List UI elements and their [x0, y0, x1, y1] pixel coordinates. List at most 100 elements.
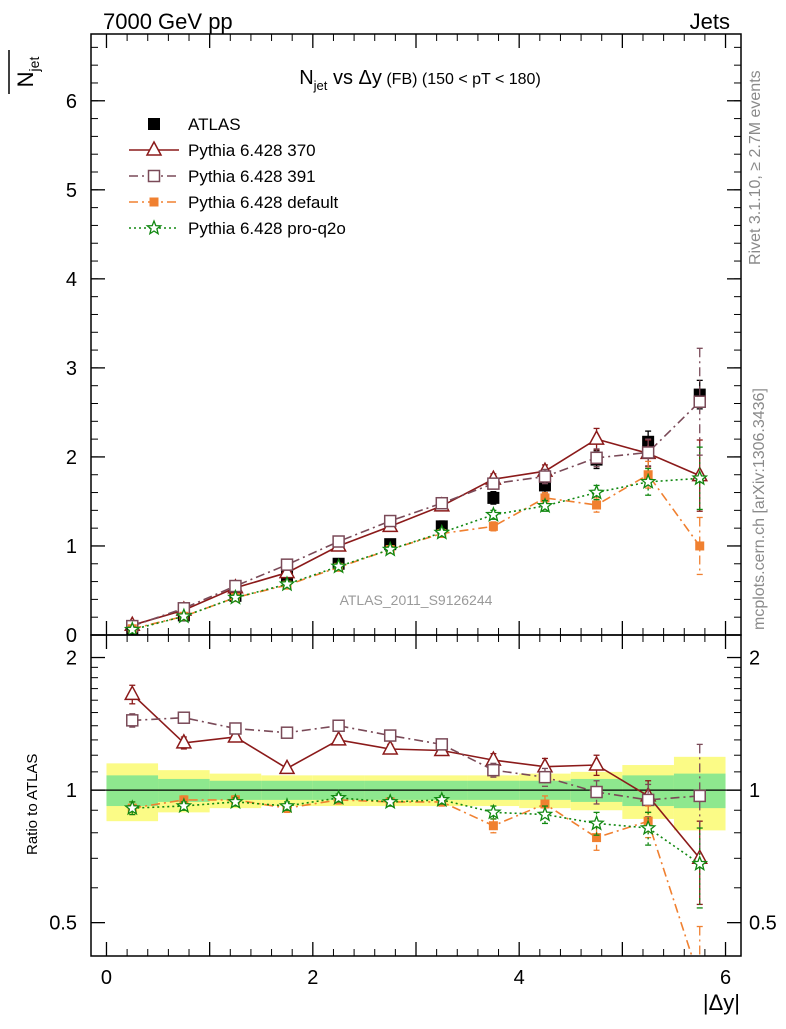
main-data-point — [536, 497, 554, 514]
main-y-tick-label: 5 — [66, 180, 77, 202]
main-data-point — [538, 470, 552, 483]
main-data-point — [592, 500, 602, 510]
ratio-y-tick-label: 2 — [66, 648, 77, 670]
ratio-data-point — [280, 726, 294, 739]
main-data-point — [278, 575, 296, 592]
legend-label: Pythia 6.428 391 — [188, 167, 316, 186]
ratio-series-line-3 — [132, 797, 701, 865]
ratio-data-point — [330, 730, 347, 746]
ratio-data-point — [639, 819, 657, 836]
main-data-point — [381, 540, 399, 557]
main-data-point — [433, 523, 451, 540]
main-data-point — [488, 521, 498, 531]
ratio-y-tick-label: 0.5 — [49, 913, 77, 935]
main-data-point — [588, 429, 605, 445]
ratio-data-point — [175, 797, 193, 814]
ratio-x-tick-label: 0 — [101, 967, 112, 989]
ratio-data-point — [124, 684, 141, 701]
main-y-tick-label: 6 — [66, 91, 77, 113]
ratio-data-point — [693, 789, 706, 803]
ratio-data-point — [227, 793, 244, 810]
ratio-series-1 — [126, 711, 706, 868]
ratio-data-point — [227, 727, 244, 743]
ratio-data-point — [487, 763, 500, 777]
ratio-data-group — [91, 684, 741, 956]
legend-label: Pythia 6.428 pro-q2o — [188, 219, 346, 238]
legend-label: Pythia 6.428 default — [188, 193, 339, 212]
legend-marker — [147, 169, 161, 183]
main-series-line-3 — [132, 473, 701, 630]
ratio-y-tick-label-right: 0.5 — [749, 913, 777, 935]
main-ylabel-sub: jet — [26, 57, 42, 73]
main-y-tick-label: 0 — [66, 625, 77, 647]
main-data-point — [280, 558, 294, 571]
main-data-point — [693, 395, 706, 408]
main-title: Njet vs Δy (FB) (150 < pT < 180) — [299, 67, 541, 93]
ratio-data-point — [381, 793, 399, 810]
ratio-data-point — [641, 793, 655, 807]
main-data-point — [484, 505, 502, 522]
main-data-point — [435, 496, 449, 510]
main-data-point — [383, 514, 397, 528]
main-data-point — [123, 620, 141, 635]
legend: ATLAS Pythia 6.428 370 Pythia 6.428 391 Pyt… — [129, 115, 346, 238]
ratio-data-point — [278, 758, 296, 775]
rivet-label: Rivet 3.1.10, ≥ 2.7M events — [747, 70, 764, 265]
main-panel: 0 1 2 3 4 5 6 ATLAS Pythia 6.428 370 Pythia 6.428… — [66, 33, 742, 647]
x-axis-label: |Δy| — [703, 990, 740, 1015]
ratio-panel: 0.5 0.5 1 1 2 2 0 2 4 6 — [49, 634, 777, 989]
ratio-data-point — [592, 833, 602, 843]
main-data-point — [332, 535, 345, 548]
ratio-data-point — [123, 799, 141, 816]
svg-text:Njet: Njet — [13, 57, 42, 88]
main-data-point — [487, 491, 500, 504]
mcplots-label: mcplots.cern.ch [arXiv:1306.3436] — [751, 388, 768, 630]
main-title-sub: jet — [313, 78, 328, 93]
ratio-data-point — [536, 805, 554, 822]
main-data-point — [695, 541, 705, 551]
main-data-point — [639, 473, 657, 489]
main-series-line-2 — [132, 401, 701, 627]
main-series-line-1 — [132, 438, 701, 626]
legend-marker — [149, 197, 159, 207]
ratio-data-point — [278, 797, 296, 814]
ratio-y-tick-label: 1 — [66, 780, 77, 802]
ratio-series-line-0 — [131, 693, 701, 859]
ratio-series-2 — [127, 795, 703, 956]
main-title-range: (150 < pT < 180) — [417, 71, 540, 88]
legend-label: ATLAS — [188, 115, 241, 134]
main-y-tick-label: 1 — [66, 536, 77, 558]
ratio-data-point — [590, 785, 603, 799]
main-ylabel-n: N — [13, 71, 38, 87]
legend-marker — [148, 118, 160, 130]
ratio-y-tick-label-right: 1 — [749, 780, 760, 802]
ratio-x-tick-label: 6 — [720, 967, 731, 989]
ratio-series-3 — [123, 789, 709, 909]
ratio-data-point — [332, 719, 345, 732]
legend-label: Pythia 6.428 370 — [188, 141, 316, 160]
header-right: Jets — [690, 9, 730, 34]
ratio-data-point — [383, 729, 397, 742]
ratio-y-tick-label-right: 2 — [749, 648, 760, 670]
ratio-data-point — [435, 738, 449, 751]
main-y-tick-label: 4 — [66, 269, 77, 291]
main-data-point — [641, 446, 655, 459]
main-series-4 — [123, 446, 709, 635]
main-data-point — [590, 451, 603, 465]
main-data-group — [123, 347, 709, 635]
ratio-data-point — [588, 814, 605, 831]
ratio-data-point — [229, 722, 242, 735]
main-data-point — [588, 483, 605, 500]
main-data-point — [691, 469, 709, 486]
ratio-data-point — [175, 733, 193, 749]
legend-marker — [145, 219, 163, 236]
legend-marker — [145, 140, 163, 156]
header-left: 7000 GeV pp — [103, 9, 233, 34]
ratio-data-point — [540, 799, 550, 809]
main-ylabel: Njet — [8, 50, 42, 94]
main-title-rest: vs Δy — [327, 67, 381, 89]
main-data-point — [175, 607, 193, 624]
analysis-watermark: ATLAS_2011_S9126244 — [340, 592, 493, 608]
main-data-point — [487, 477, 500, 490]
